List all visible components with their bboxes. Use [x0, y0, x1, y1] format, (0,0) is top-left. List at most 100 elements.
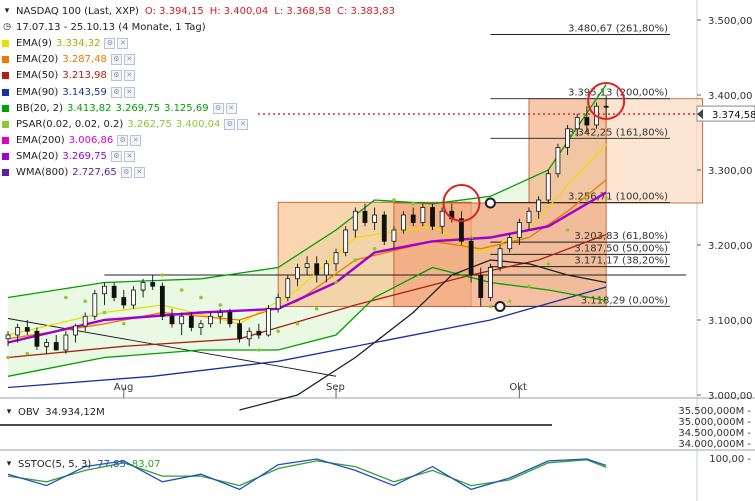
y-tick-label: 3.200,00 [708, 241, 753, 252]
y-tick-label: 3.100,00 [708, 316, 753, 327]
indicator-row: BB(20, 2) 3.413,82 3.269,75 3.125,69 ⚙ ✕ [2, 100, 442, 116]
psar-dot [507, 299, 512, 304]
psar-dot [64, 295, 68, 300]
candle-body [545, 173, 551, 201]
chart-title: NASDAQ 100 (Last, XXP) [16, 5, 139, 17]
candle-body [536, 199, 542, 212]
candle-body [314, 263, 320, 276]
obv-tick-label: 34.000,000M - [678, 439, 751, 450]
chart-legend: ▾ NASDAQ 100 (Last, XXP) O: 3.394,15 H: … [2, 3, 442, 181]
settings-icon[interactable]: ⚙ [110, 70, 122, 82]
close-icon[interactable]: ✕ [123, 86, 135, 98]
candle-body [53, 342, 59, 351]
close-icon[interactable]: ✕ [123, 54, 135, 66]
candle-body [459, 218, 464, 242]
ohlc-low: L: 3.368,58 [274, 5, 331, 17]
candle-body [198, 323, 204, 328]
settings-icon[interactable]: ⚙ [110, 151, 122, 163]
indicator-value: 3.006,86 [68, 135, 114, 147]
fibonacci-level-label: 3.480,67 (261,80%) [568, 23, 668, 34]
candle-body [333, 252, 339, 265]
candle-body [420, 207, 426, 223]
fibonacci-level-label: 3.118,29 (0,00%) [581, 295, 668, 306]
ohlc-open: O: 3.394,15 [144, 5, 204, 17]
psar-dot [411, 201, 416, 206]
psar-dot [353, 258, 358, 262]
candle-body [603, 105, 609, 108]
indicator-value: 3.262,75 [127, 118, 172, 130]
close-icon[interactable]: ✕ [123, 151, 135, 163]
close-icon[interactable]: ✕ [237, 118, 249, 130]
obv-tick-label: 35.000,000M - [678, 417, 751, 428]
candle-body [430, 207, 435, 227]
candle-body [217, 312, 223, 317]
candle-body [343, 229, 349, 253]
psar-dot [334, 280, 338, 285]
settings-icon[interactable]: ⚙ [117, 135, 129, 147]
candle-body [227, 312, 233, 325]
settings-icon[interactable]: ⚙ [224, 118, 236, 130]
candle-body [584, 117, 590, 126]
close-icon[interactable]: ✕ [130, 135, 142, 147]
psar-dot [276, 329, 280, 334]
ohlc-high: H: 3.400,04 [209, 5, 269, 17]
chevron-down-icon[interactable]: ▾ [6, 407, 12, 417]
fibonacci-level-label: 3.203,83 (61,80%) [574, 231, 668, 242]
indicator-label: BB(20, 2) [16, 102, 63, 114]
settings-icon[interactable]: ⚙ [110, 86, 122, 98]
settings-icon[interactable]: ⚙ [104, 37, 116, 49]
indicator-color-swatch [2, 137, 9, 145]
y-tick-label: 3.400,00 [708, 91, 753, 102]
sstoc-label: SSTOC(5, 5, 3) [18, 458, 92, 470]
settings-icon[interactable]: ⚙ [120, 167, 132, 179]
indicator-value: 3.413,82 [66, 102, 112, 114]
sstoc-k-line [7, 458, 607, 491]
indicator-value: 2.727,65 [72, 167, 117, 179]
psar-dot [218, 303, 223, 307]
candle-body [497, 248, 503, 268]
indicator-row: EMA(50) 3.213,98 ⚙ ✕ [2, 68, 442, 84]
candle-body [131, 289, 136, 306]
close-icon[interactable]: ✕ [123, 70, 135, 82]
indicator-color-swatch [2, 169, 9, 177]
close-icon[interactable]: ✕ [117, 37, 129, 49]
fibonacci-level-label: 3.395,13 (200,00%) [568, 88, 668, 99]
candle-body [63, 334, 69, 351]
candle-body [34, 330, 40, 347]
candle-body [275, 297, 281, 310]
candle-body [478, 274, 484, 298]
candle-body [468, 240, 474, 276]
candle-body [352, 210, 358, 231]
psar-dot [179, 288, 184, 292]
candle-body [150, 282, 156, 287]
candle-body [5, 334, 11, 340]
candle-body [565, 128, 570, 148]
fibonacci-level-label: 3.187,50 (50,00%) [574, 243, 668, 254]
indicator-color-swatch [2, 56, 9, 64]
indicator-row: EMA(90) 3.143,59 ⚙ ✕ [2, 84, 442, 100]
close-icon[interactable]: ✕ [133, 167, 145, 179]
settings-icon[interactable]: ⚙ [212, 102, 224, 114]
candle-body [323, 263, 329, 276]
psar-dot [102, 310, 107, 315]
psar-dot [392, 198, 396, 202]
candle-body [237, 323, 242, 340]
close-icon[interactable]: ✕ [225, 102, 237, 114]
indicator-label: WMA(800) [16, 167, 69, 179]
chevron-down-icon[interactable]: ▾ [4, 6, 10, 17]
candle-body [362, 210, 368, 223]
anchor-point [484, 197, 496, 209]
candle-body [507, 237, 513, 250]
indicator-color-swatch [2, 120, 9, 128]
candle-body [121, 297, 127, 306]
chevron-down-icon[interactable]: ▾ [6, 459, 12, 469]
candle-body [256, 330, 262, 336]
indicator-line-ema-90- [7, 286, 607, 389]
psar-dot [257, 348, 261, 352]
candle-body [304, 263, 310, 268]
settings-icon[interactable]: ⚙ [110, 54, 122, 66]
candle-body [266, 308, 271, 336]
psar-dot [565, 228, 570, 232]
indicator-value: 3.213,98 [62, 70, 107, 82]
